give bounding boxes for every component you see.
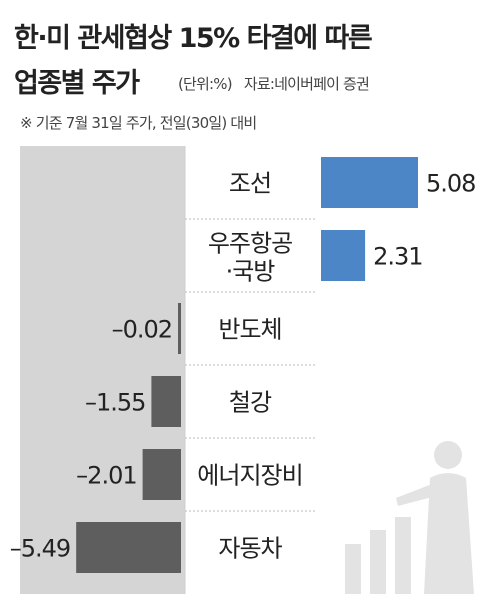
- category-panel: [185, 146, 316, 594]
- icon-arm: [396, 484, 436, 506]
- icon-bar: [395, 517, 411, 594]
- icon-head: [434, 441, 462, 469]
- icon-bar: [370, 530, 386, 594]
- value-label: 2.31: [373, 243, 422, 271]
- chart-note: ※ 기준 7월 31일 주가, 전일(30일) 대비: [20, 114, 257, 132]
- icon-body: [424, 473, 474, 594]
- bars: [76, 157, 418, 573]
- source-label: 자료:네이버페이 증권: [243, 75, 370, 93]
- row-dividers: [185, 218, 316, 512]
- bar: [76, 522, 181, 573]
- value-label: 5.08: [426, 170, 475, 198]
- bar: [142, 449, 181, 500]
- negative-area-panel: [20, 146, 185, 594]
- chart-meta: (단위:%) 자료:네이버페이 증권: [178, 73, 370, 94]
- value-label: –2.01: [76, 462, 136, 490]
- value-label: –5.49: [10, 535, 70, 563]
- value-label: –0.02: [112, 316, 172, 344]
- unit-label: (단위:%): [178, 75, 233, 93]
- value-label: –1.55: [85, 389, 145, 417]
- chart-title: 한·미 관세협상 15% 타결에 따른: [14, 23, 373, 54]
- category-label: 우주항공 ·국방: [208, 230, 292, 286]
- bar: [321, 157, 418, 208]
- chart-subtitle: 업종별 주가: [14, 68, 140, 99]
- category-label: 반도체: [218, 316, 281, 344]
- value-labels: 5.08 2.31 –0.02 –1.55 –2.01 –5.49: [10, 170, 477, 563]
- category-label: 조선: [229, 170, 271, 198]
- category-label: 자동차: [218, 535, 282, 563]
- category-label: 에너지장비: [197, 462, 302, 490]
- bar: [151, 376, 181, 427]
- icon-bar: [345, 544, 361, 594]
- businessman-chart-icon: [345, 441, 474, 594]
- bar: [178, 303, 181, 354]
- bar: [321, 230, 366, 281]
- category-label: 철강: [229, 389, 272, 417]
